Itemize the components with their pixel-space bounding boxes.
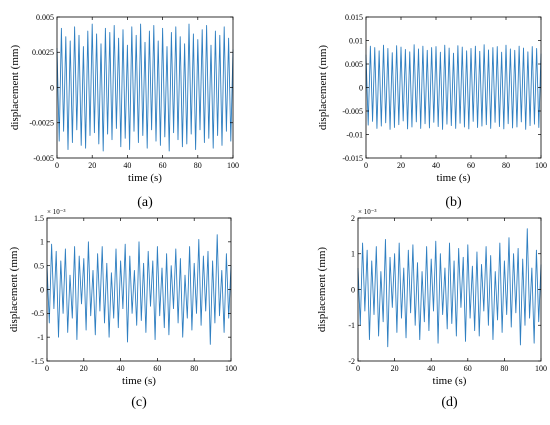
x-tick-label: 40 — [432, 161, 440, 170]
x-tick-label: 40 — [117, 364, 125, 373]
y-axis-label: displacement (mm) — [317, 45, 329, 131]
y-tick-label: 0.005 — [345, 60, 363, 69]
y-tick-label: 0.005 — [36, 13, 54, 22]
x-tick-label: 0 — [55, 161, 59, 170]
y-tick-label: -1.5 — [31, 357, 44, 366]
x-axis-label: time (s) — [437, 172, 471, 184]
y-tick-label: -0.0025 — [29, 119, 54, 128]
x-tick-label: 80 — [500, 364, 508, 373]
y-tick-label: 1 — [351, 250, 355, 259]
y-tick-label: -0.015 — [342, 154, 363, 163]
panel-label: (c) — [131, 395, 147, 410]
y-axis-label: displacement (mm) — [9, 45, 21, 131]
plot-frame — [365, 16, 542, 159]
y-tick-label: 0 — [50, 83, 54, 92]
x-tick-label: 0 — [364, 161, 368, 170]
plot-frame — [46, 217, 232, 362]
y-tick-label: -2 — [348, 357, 355, 366]
x-tick-label: 20 — [391, 364, 399, 373]
panel-label: (a) — [137, 195, 153, 210]
x-tick-label: 100 — [225, 364, 237, 373]
series-line — [365, 44, 542, 130]
x-tick-label: 20 — [397, 161, 405, 170]
x-tick-label: 100 — [535, 161, 547, 170]
y-tick-label: 2 — [351, 214, 355, 223]
series-line — [46, 234, 232, 345]
x-tick-label: 20 — [88, 161, 96, 170]
x-axis-label: time (s) — [433, 375, 467, 387]
series-line — [357, 228, 542, 348]
y-tick-label: -1 — [348, 321, 355, 330]
y-exponent-label: × 10⁻³ — [47, 208, 66, 216]
panel-label: (d) — [441, 395, 458, 410]
x-tick-label: 60 — [467, 161, 475, 170]
x-tick-label: 80 — [502, 161, 510, 170]
panel-label: (b) — [445, 195, 462, 210]
x-tick-label: 100 — [227, 161, 239, 170]
series-line — [56, 23, 234, 152]
y-tick-label: -0.01 — [346, 130, 363, 139]
y-tick-label: -0.005 — [33, 154, 54, 163]
y-tick-label: 1 — [40, 238, 44, 247]
y-tick-label: -0.5 — [31, 309, 44, 318]
y-tick-label: 1.5 — [34, 214, 44, 223]
x-axis-label: time (s) — [128, 172, 162, 184]
x-axis-label: time (s) — [122, 375, 156, 387]
x-tick-label: 0 — [356, 364, 360, 373]
x-tick-label: 100 — [535, 364, 547, 373]
y-tick-label: 0.5 — [34, 261, 44, 270]
x-tick-label: 60 — [464, 364, 472, 373]
y-tick-label: -1 — [37, 333, 44, 342]
chart-panel: 0 20 40 60 80 100 -0.005 -0.0025 0 0.0025 0.005 tim… — [9, 13, 239, 210]
x-tick-label: 40 — [427, 364, 435, 373]
y-tick-label: 0 — [40, 285, 44, 294]
chart-panel: 0 20 40 60 80 100 -0.015 -0.01 -0.005 0 0.005 0.01 0… — [317, 13, 547, 210]
y-tick-label: 0.0025 — [32, 48, 54, 57]
y-tick-label: 0.015 — [345, 13, 363, 22]
x-tick-label: 20 — [80, 364, 88, 373]
y-tick-label: 0 — [351, 285, 355, 294]
x-tick-label: 60 — [159, 161, 167, 170]
x-tick-label: 60 — [153, 364, 161, 373]
y-axis-label: displacement (mm) — [316, 247, 328, 333]
y-tick-label: 0 — [359, 83, 363, 92]
y-tick-label: -0.005 — [342, 107, 363, 116]
chart-panel: 0 20 40 60 80 100 -1.5 -1 -0.5 0 0.5 1 1.5× 10⁻³ time… — [8, 208, 237, 410]
chart-panel: 0 20 40 60 80 100 -2 -1 0 1 2× 10⁻³ time (s) displac… — [316, 208, 547, 410]
y-axis-label: displacement (mm) — [8, 247, 20, 333]
x-tick-label: 80 — [194, 161, 202, 170]
x-tick-label: 40 — [123, 161, 131, 170]
y-exponent-label: × 10⁻³ — [358, 208, 377, 216]
x-tick-label: 80 — [190, 364, 198, 373]
y-tick-label: 0.01 — [349, 36, 363, 45]
x-tick-label: 0 — [45, 364, 49, 373]
